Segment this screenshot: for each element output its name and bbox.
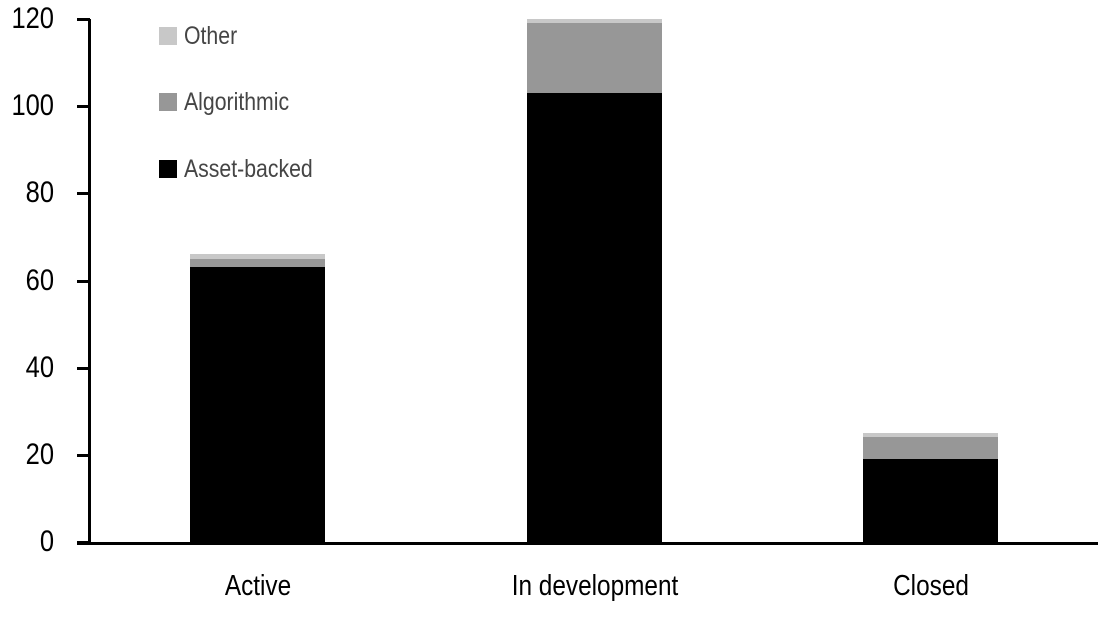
legend-swatch bbox=[159, 160, 177, 178]
legend-item: Asset-backed bbox=[159, 154, 335, 183]
y-tick-label: 100 bbox=[11, 89, 55, 123]
legend-label: Asset-backed bbox=[184, 154, 313, 183]
y-tick-mark bbox=[77, 541, 90, 544]
bar-segment-other bbox=[527, 19, 662, 24]
y-tick-mark bbox=[77, 192, 90, 196]
legend-swatch bbox=[159, 93, 177, 111]
y-tick-mark bbox=[77, 453, 90, 457]
category-label: In development bbox=[511, 570, 678, 602]
y-tick-label: 60 bbox=[25, 263, 54, 297]
bar-segment-asset-backed bbox=[190, 267, 325, 542]
bar-segment-algorithmic bbox=[527, 23, 662, 94]
bar-segment-asset-backed bbox=[527, 93, 662, 542]
legend-label: Algorithmic bbox=[184, 87, 290, 116]
bar-segment-other bbox=[863, 433, 998, 438]
bar-segment-asset-backed bbox=[863, 459, 998, 542]
y-tick-label: 120 bbox=[11, 2, 55, 35]
bar-segment-algorithmic bbox=[190, 258, 325, 268]
bar-segment-algorithmic bbox=[863, 437, 998, 460]
x-axis-line bbox=[77, 542, 1098, 545]
legend-item: Algorithmic bbox=[159, 87, 308, 116]
y-tick-mark bbox=[77, 366, 90, 370]
category-label: Closed bbox=[892, 570, 969, 602]
category-label: Active bbox=[224, 570, 291, 602]
legend-item: Other bbox=[159, 21, 247, 50]
legend-swatch bbox=[159, 27, 177, 45]
y-tick-mark bbox=[77, 18, 90, 21]
y-tick-label: 0 bbox=[39, 525, 54, 558]
y-tick-label: 80 bbox=[25, 176, 54, 210]
legend-label: Other bbox=[184, 21, 238, 50]
y-tick-label: 20 bbox=[25, 437, 54, 471]
bar-segment-other bbox=[190, 254, 325, 259]
y-tick-label: 40 bbox=[25, 350, 54, 384]
y-tick-mark bbox=[77, 105, 90, 109]
y-tick-mark bbox=[77, 279, 90, 283]
